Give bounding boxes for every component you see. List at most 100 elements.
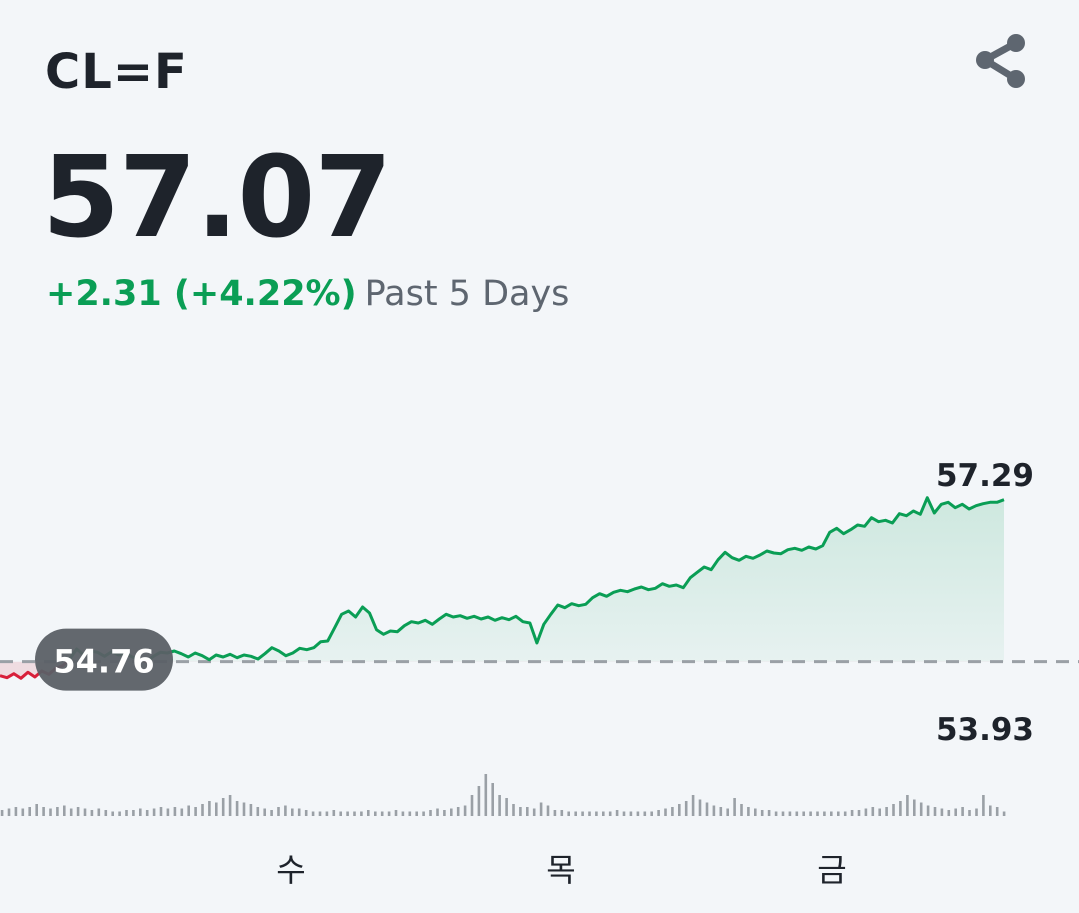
volume-bar bbox=[532, 808, 536, 816]
volume-bar bbox=[602, 811, 605, 816]
volume-bar bbox=[180, 808, 184, 816]
volume-bar bbox=[608, 811, 612, 816]
volume-bar bbox=[166, 808, 170, 816]
volume-bar bbox=[21, 808, 25, 816]
x-axis-label-thu: 목 bbox=[546, 851, 576, 889]
area-fill-positive bbox=[66, 497, 1004, 662]
volume-bar bbox=[726, 808, 729, 816]
volume-bar bbox=[650, 811, 653, 816]
volume-bar bbox=[145, 810, 149, 816]
volume-bar bbox=[926, 805, 930, 816]
volume-bar bbox=[982, 795, 985, 816]
volume-bar bbox=[450, 808, 453, 816]
volume-bar bbox=[125, 810, 128, 816]
volume-bar bbox=[823, 811, 826, 816]
volume-bar bbox=[505, 798, 508, 816]
volume-bar bbox=[325, 811, 329, 816]
previous-close-tag: 54.76 bbox=[35, 628, 173, 691]
current-price: 57.07 bbox=[42, 133, 392, 263]
volume-bar bbox=[221, 798, 225, 816]
volume-bar bbox=[843, 811, 847, 816]
volume-bars bbox=[0, 774, 1006, 816]
volume-bar bbox=[1002, 811, 1006, 816]
price-chart[interactable]: 54.76 57.29 53.93 bbox=[0, 440, 1079, 830]
volume-bar bbox=[0, 810, 4, 816]
volume-bar bbox=[173, 807, 177, 816]
volume-bar bbox=[387, 811, 391, 816]
volume-bar bbox=[35, 804, 38, 816]
volume-bar bbox=[512, 804, 515, 816]
volume-bar bbox=[899, 801, 902, 816]
volume-bar bbox=[332, 810, 336, 816]
volume-bar bbox=[83, 808, 87, 816]
x-axis-label-wed: 수 bbox=[276, 851, 306, 889]
volume-bar bbox=[429, 810, 432, 816]
volume-bar bbox=[615, 810, 619, 816]
volume-bar bbox=[90, 810, 94, 816]
volume-bar bbox=[754, 808, 757, 816]
volume-bar bbox=[567, 811, 570, 816]
volume-bar bbox=[553, 810, 557, 816]
volume-bar bbox=[539, 802, 543, 816]
volume-bar bbox=[622, 811, 626, 816]
volume-bar bbox=[69, 808, 73, 816]
ticker-symbol: CL=F bbox=[45, 44, 188, 100]
previous-close-label: 54.76 bbox=[53, 643, 154, 681]
volume-bar bbox=[581, 811, 584, 816]
change-row: +2.31 (+4.22%) Past 5 Days bbox=[46, 274, 569, 314]
volume-bar bbox=[760, 810, 764, 816]
volume-bar bbox=[975, 808, 978, 816]
volume-bar bbox=[664, 808, 667, 816]
volume-bar bbox=[989, 805, 992, 816]
volume-bar bbox=[111, 811, 114, 816]
volume-bar bbox=[678, 804, 681, 816]
volume-bar bbox=[781, 811, 785, 816]
volume-bar bbox=[270, 810, 273, 816]
volume-bar bbox=[995, 807, 999, 816]
volume-bar bbox=[242, 802, 246, 816]
volume-bar bbox=[249, 804, 253, 816]
volume-bar bbox=[864, 808, 868, 816]
volume-bar bbox=[705, 802, 709, 816]
volume-bar bbox=[367, 810, 370, 816]
volume-bar bbox=[588, 811, 591, 816]
volume-bar bbox=[159, 807, 163, 816]
volume-bar bbox=[519, 807, 522, 816]
volume-bar bbox=[629, 811, 633, 816]
volume-bar bbox=[297, 808, 301, 816]
volume-bar bbox=[636, 811, 640, 816]
volume-bar bbox=[318, 811, 322, 816]
volume-bar bbox=[415, 811, 418, 816]
volume-bar bbox=[104, 810, 108, 816]
volume-bar bbox=[961, 807, 964, 816]
volume-bar bbox=[408, 811, 412, 816]
volume-bar bbox=[740, 804, 743, 816]
volume-bar bbox=[767, 810, 771, 816]
volume-bar bbox=[14, 807, 18, 816]
volume-bar bbox=[595, 811, 598, 816]
volume-bar bbox=[830, 811, 833, 816]
price-change: +2.31 (+4.22%) bbox=[46, 274, 357, 314]
volume-bar bbox=[788, 811, 792, 816]
volume-bar bbox=[463, 805, 467, 816]
volume-bar bbox=[7, 808, 11, 816]
volume-bar bbox=[228, 795, 232, 816]
volume-bar bbox=[691, 795, 695, 816]
volume-bar bbox=[360, 811, 363, 816]
volume-bar bbox=[574, 811, 577, 816]
volume-bar bbox=[885, 807, 888, 816]
volume-bar bbox=[56, 807, 59, 816]
volume-bar bbox=[443, 810, 446, 816]
volume-bar bbox=[774, 811, 778, 816]
volume-bar bbox=[850, 810, 854, 816]
volume-bar bbox=[346, 811, 349, 816]
share-button[interactable] bbox=[966, 26, 1036, 96]
volume-bar bbox=[311, 811, 315, 816]
volume-bar bbox=[913, 799, 916, 816]
high-label: 57.29 bbox=[936, 458, 1034, 494]
volume-bar bbox=[97, 808, 101, 816]
share-icon bbox=[976, 34, 1025, 88]
volume-bar bbox=[871, 807, 875, 816]
volume-bar bbox=[208, 801, 211, 816]
volume-bar bbox=[422, 811, 425, 816]
